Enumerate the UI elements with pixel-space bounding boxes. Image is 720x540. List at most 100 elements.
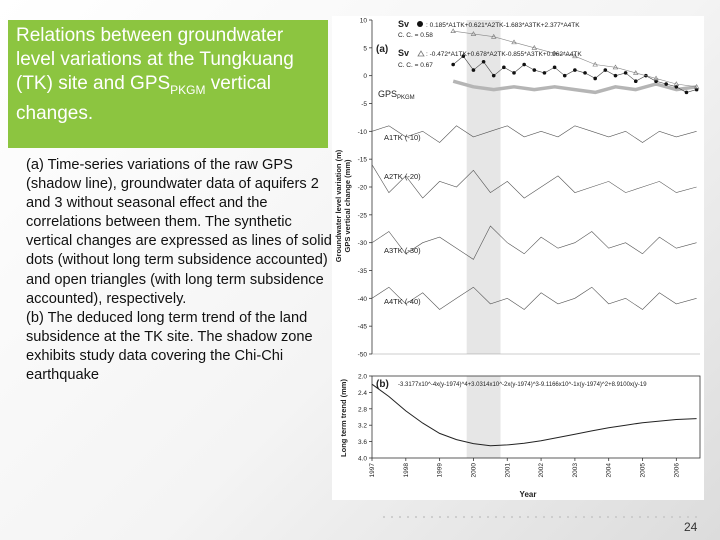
sv-triangle-point	[693, 84, 700, 89]
sv-dot-point	[603, 68, 608, 72]
eq-b-text: -3.3177x10^-4x(y-1974)^4+3.0314x10^-2x(y…	[398, 382, 647, 388]
series-6-line	[371, 286, 697, 310]
sv-dot-point	[451, 62, 455, 67]
tick-label-year: 2002	[538, 463, 545, 478]
page-number: 24	[684, 520, 698, 534]
tick-label-year: 1998	[403, 463, 410, 478]
tick-label-a: -15	[358, 157, 368, 164]
tick-label-year: 2005	[640, 463, 647, 478]
figure-svg: 10 5 0 -5 -10 -15 -20 -25 -30 -35 -40 -45 -50 2.0 2.4…	[334, 18, 701, 499]
sv-triangle-point	[450, 28, 456, 34]
sv-dot-point	[491, 73, 496, 78]
sv-triangle-point	[633, 70, 639, 75]
sv-triangle-point	[531, 45, 538, 50]
sv-dot-point	[684, 90, 689, 95]
tick-label-b: 3.2	[358, 423, 367, 430]
eq1-text: : 0.185*A1TK+0.621*A2TK-1.683*A3TK+2.377…	[426, 22, 580, 29]
cc1-text: C. C. = 0.58	[398, 32, 433, 39]
sv-triangle-point	[592, 61, 598, 67]
series-label-a4: A4TK (-40)	[384, 297, 421, 306]
series-label-a2: A2TK (-20)	[384, 172, 421, 181]
ylabel-b: Long term trend (mm)	[339, 379, 348, 457]
sv-dot-point	[623, 71, 628, 75]
dot-marker-icon	[417, 21, 423, 27]
slide-title-text: Relations between groundwater level vari…	[16, 25, 294, 94]
sv-triangle-point	[511, 39, 517, 45]
sv-dot-point	[481, 59, 486, 64]
sv-triangles-line	[453, 30, 697, 88]
series-5-line	[371, 225, 697, 260]
sv-dot-point	[664, 82, 668, 86]
sv-dot-point	[512, 71, 516, 75]
sv-dot-point	[471, 68, 476, 72]
tick-label-a: 0	[363, 73, 367, 80]
sv-triangle-point	[612, 64, 619, 70]
sv-dot-point	[461, 54, 466, 58]
series-label-a3: A3TK (-30)	[384, 246, 421, 255]
slide-title-end: vertical changes.	[16, 73, 271, 124]
sv-dot-point	[613, 73, 618, 78]
tick-label-a: -5	[361, 101, 367, 108]
figure-panel: 10 5 0 -5 -10 -15 -20 -25 -30 -35 -40 -45 -50 2.0 2.4…	[332, 16, 704, 500]
sv-triangle-point	[673, 81, 680, 86]
sv-dot-point	[532, 68, 537, 72]
tick-label-b: 3.6	[358, 439, 367, 446]
sv-dot-point	[542, 71, 547, 75]
tick-label-a: -10	[358, 129, 368, 136]
caption-part-a: (a) Time-series variations of the raw GP…	[26, 157, 332, 307]
sv-dot-point	[593, 76, 597, 81]
tick-label-year: 2006	[673, 463, 680, 478]
trend-line	[371, 383, 697, 447]
tick-label-year: 1999	[437, 463, 444, 478]
gps-shadow-line	[452, 79, 697, 95]
series-4-line	[371, 164, 697, 199]
series-3-line	[371, 125, 697, 143]
eq1-prefix: Sv	[398, 19, 409, 29]
sv-triangle-point	[470, 31, 477, 36]
slide-title-subscript: PKGM	[170, 82, 206, 97]
figure-caption: (a) Time-series variations of the raw GP…	[26, 156, 332, 385]
tick-label-a: -20	[358, 185, 368, 192]
triangle-marker-icon	[417, 50, 425, 57]
panel-a-label: (a)	[376, 44, 388, 55]
sv-triangle-point	[491, 33, 497, 39]
tick-label-a: -40	[358, 296, 368, 303]
tick-label-b: 2.4	[358, 390, 367, 397]
tick-label-year: 2003	[572, 463, 579, 478]
cc2-text: C. C. = 0.67	[398, 62, 433, 69]
xlabel-year: Year	[520, 490, 537, 499]
sv-dot-point	[522, 62, 526, 67]
sv-triangle-point	[653, 75, 659, 81]
tick-label-a: -45	[358, 324, 368, 331]
tick-label-year: 2000	[470, 463, 477, 478]
shaded-zone-b	[466, 376, 501, 458]
decorative-dots	[380, 516, 700, 518]
slide-title: Relations between groundwater level vari…	[8, 20, 328, 148]
gps-label: GPSPKGM	[378, 89, 415, 101]
tick-label-b: 4.0	[358, 456, 367, 463]
sv-dot-point	[573, 68, 577, 72]
tick-label-year: 2004	[606, 463, 613, 478]
sv-dot-point	[562, 73, 567, 78]
tick-label-a: -25	[358, 212, 368, 219]
axis-b-frame	[371, 375, 701, 459]
eq2-prefix: Sv	[398, 48, 409, 58]
sv-dot-point	[502, 65, 506, 70]
eq2-text: : -0.472*A1TK+0.678*A2TK-0.855*A3TK+0.96…	[426, 51, 582, 58]
sv-triangle-point	[551, 50, 558, 56]
sv-dot-point	[583, 71, 587, 75]
tick-label-year: 1997	[369, 463, 376, 478]
panel-b-label: (b)	[376, 379, 389, 390]
tick-label-a: -30	[358, 240, 368, 247]
series-label-a1: A1TK (-10)	[384, 133, 421, 142]
tick-label-b: 2.8	[358, 406, 367, 413]
ylabel-a-line1: Groundwater level variation (m)	[334, 149, 343, 262]
tick-label-a: -35	[358, 268, 368, 275]
tick-label-a: -50	[358, 352, 368, 359]
tick-label-a: 5	[363, 45, 367, 52]
tick-label-a: 10	[360, 18, 368, 25]
sv-dot-point	[552, 65, 557, 70]
sv-dot-point	[633, 79, 638, 84]
tick-label-b: 2.0	[358, 374, 367, 381]
tick-label-year: 2001	[504, 463, 511, 478]
